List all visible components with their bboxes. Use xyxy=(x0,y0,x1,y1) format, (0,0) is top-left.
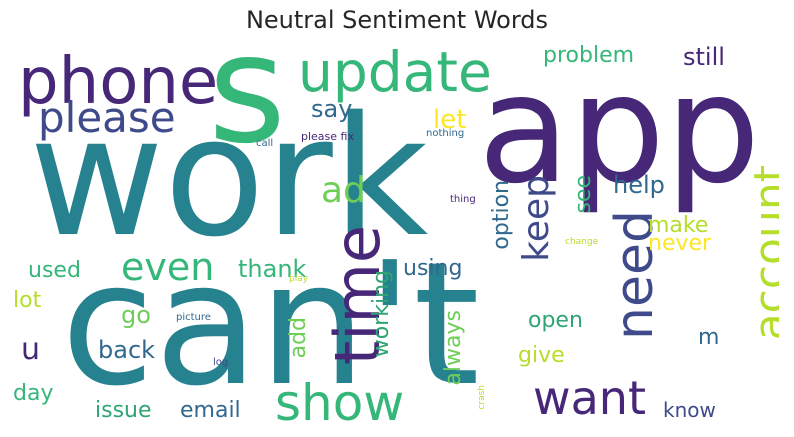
word-thing: thing xyxy=(450,194,476,205)
word-show: show xyxy=(275,374,405,428)
word-ad: ad xyxy=(321,170,366,211)
word-call: call xyxy=(256,138,274,149)
word-email: email xyxy=(180,398,241,423)
word-problem: problem xyxy=(543,45,635,68)
word-please: please xyxy=(38,93,176,142)
word-even: even xyxy=(121,245,215,289)
word-work: work xyxy=(29,81,429,273)
word-go: go xyxy=(121,301,151,329)
word-nothing: nothing xyxy=(426,128,465,139)
word-day: day xyxy=(13,381,54,406)
word-still: still xyxy=(683,45,725,71)
word-add: add xyxy=(286,317,311,359)
word-back: back xyxy=(98,336,156,364)
word-make: make xyxy=(648,213,709,238)
word-cant: can't xyxy=(61,226,480,424)
word-play: play xyxy=(289,274,309,284)
word-using: using xyxy=(403,256,463,281)
word-app: app xyxy=(478,45,761,217)
word-account: account xyxy=(745,165,779,341)
word-lot: lot xyxy=(13,288,42,313)
word-issue: issue xyxy=(95,398,152,423)
word-open: open xyxy=(528,308,583,333)
word-change: change xyxy=(565,237,599,247)
word-m: m xyxy=(698,325,720,350)
word-never: never xyxy=(648,231,712,256)
word-update: update xyxy=(298,45,492,104)
word-thank: thank xyxy=(238,255,307,283)
word-give: give xyxy=(518,343,565,368)
chart-title: Neutral Sentiment Words xyxy=(245,6,549,34)
word-u: u xyxy=(21,332,41,367)
word-let: let xyxy=(433,105,467,135)
word-used: used xyxy=(28,258,81,283)
word-working: working xyxy=(369,270,394,358)
word-see: see xyxy=(571,175,596,214)
word-know: know xyxy=(663,398,716,422)
word-crash: crash xyxy=(477,385,487,410)
word-keep: keep xyxy=(516,175,557,262)
word-want: want xyxy=(533,371,647,425)
word-always: always xyxy=(441,310,466,386)
word-say: say xyxy=(311,95,353,123)
word-phone: phone xyxy=(18,45,219,119)
word-please-fix: please fix xyxy=(301,130,354,143)
word-help: help xyxy=(613,171,665,199)
word-s: s xyxy=(208,45,287,177)
word-picture: picture xyxy=(176,312,211,323)
word-cloud: work can't app s phone update please tim… xyxy=(13,45,779,428)
word-log: log xyxy=(213,357,229,368)
word-option: option xyxy=(489,180,514,250)
